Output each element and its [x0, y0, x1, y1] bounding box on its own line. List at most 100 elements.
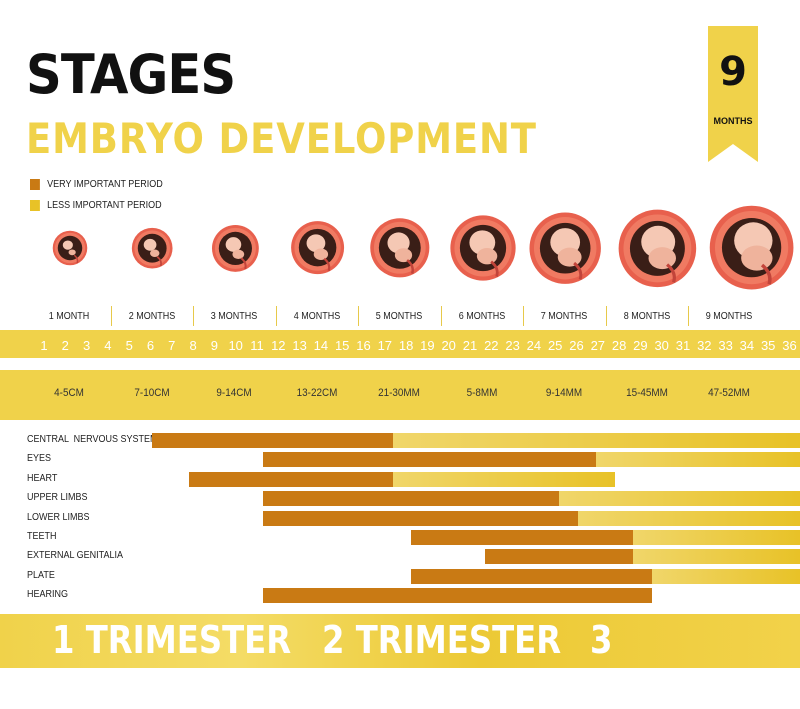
week-number: 8	[189, 338, 197, 353]
system-label: HEARING	[27, 589, 69, 601]
embryo-illustration	[449, 215, 516, 281]
bar-less-important	[392, 471, 615, 487]
trimester-1-label: 1 TRIMESTER	[52, 618, 292, 662]
month-label: 7 MONTHS	[540, 311, 588, 322]
month-separator	[688, 306, 689, 326]
week-number: 26	[569, 338, 584, 353]
size-label: 7-10CM	[133, 387, 170, 399]
bar-very-important	[263, 510, 578, 526]
week-number: 5	[125, 338, 133, 353]
week-number: 18	[398, 338, 414, 353]
week-number: 16	[356, 338, 371, 353]
week-number: 22	[484, 338, 499, 353]
week-number: 35	[760, 338, 776, 353]
legend-swatch-very-important	[30, 179, 40, 190]
system-label: PLATE	[27, 569, 55, 581]
bar-less-important	[577, 510, 800, 526]
week-number: 33	[718, 338, 733, 353]
month-label: 2 MONTHS	[128, 311, 175, 322]
bar-very-important	[263, 452, 597, 468]
embryo-illustration	[211, 224, 259, 272]
embryo-illustration	[710, 206, 794, 290]
sizes-band	[0, 370, 800, 420]
week-number: 13	[292, 338, 307, 353]
system-label: UPPER LIMBS	[27, 492, 88, 504]
legend-label-less-important: LESS IMPORTANT PERIOD	[47, 200, 162, 211]
bar-less-important	[559, 491, 800, 507]
month-label: 1 MONTH	[48, 311, 90, 322]
month-label: 8 MONTHS	[623, 311, 670, 322]
month-label: 5 MONTHS	[375, 311, 423, 322]
months-badge: 9 MONTHS	[708, 26, 758, 162]
embryo-illustration	[290, 221, 344, 275]
bar-very-important	[485, 549, 634, 565]
system-label: CENTRAL NERVOUS SYSTEM	[27, 434, 158, 445]
page-subtitle: EMBRYO DEVELOPMENT	[26, 114, 537, 163]
legend-item-very-important: VERY IMPORTANT PERIOD	[30, 179, 163, 190]
week-number: 30	[654, 338, 669, 353]
embryo-illustration	[132, 227, 173, 269]
months-badge-value: 9	[719, 49, 747, 95]
bar-less-important	[392, 433, 800, 448]
size-label: 15-45MM	[625, 387, 668, 399]
embryo-illustration	[618, 209, 697, 287]
week-number: 15	[334, 338, 350, 353]
size-label: 9-14CM	[216, 387, 252, 399]
ribbon-shape	[708, 26, 758, 162]
legend-item-less-important: LESS IMPORTANT PERIOD	[30, 200, 162, 211]
month-label: 6 MONTHS	[458, 311, 505, 322]
week-number: 7	[168, 338, 176, 353]
week-number: 23	[505, 338, 520, 353]
system-label: LOWER LIMBS	[27, 511, 90, 523]
week-number: 12	[271, 338, 286, 353]
week-number: 32	[697, 338, 712, 353]
trimester-2-label: 2 TRIMESTER	[322, 618, 562, 662]
week-number: 3	[82, 338, 91, 353]
bar-less-important	[651, 568, 800, 584]
month-separator	[523, 306, 524, 326]
trimester-3-label: 3 TRIMESTER	[590, 618, 796, 708]
week-number: 9	[210, 338, 218, 353]
system-label: EXTERNAL GENITALIA	[27, 550, 124, 562]
week-number: 20	[441, 338, 456, 353]
page-title: STAGES	[26, 43, 236, 106]
legend-label-very-important: VERY IMPORTANT PERIOD	[47, 179, 163, 190]
bar-less-important	[596, 452, 800, 468]
week-number: 14	[313, 338, 329, 353]
system-label: HEART	[27, 472, 58, 484]
month-label: 4 MONTHS	[293, 311, 340, 322]
bar-very-important	[411, 530, 634, 545]
bar-less-important	[633, 530, 800, 545]
week-number: 21	[462, 338, 478, 353]
size-label: 47-52MM	[708, 387, 750, 399]
month-label: 3 MONTHS	[210, 311, 258, 322]
system-label: EYES	[27, 453, 52, 465]
week-number: 17	[377, 338, 393, 353]
size-label: 4-5CM	[54, 387, 84, 399]
size-label: 21-30MM	[378, 387, 420, 399]
size-label: 5-8MM	[466, 387, 497, 399]
embryo-illustration	[529, 212, 601, 284]
week-number: 29	[633, 338, 648, 353]
month-separator	[605, 306, 607, 326]
week-number: 27	[590, 338, 606, 353]
week-number: 24	[526, 338, 542, 353]
month-separator	[193, 306, 194, 326]
system-label: TEETH	[27, 531, 57, 542]
size-label: 9-14MM	[545, 387, 583, 399]
week-number: 1	[40, 338, 48, 353]
week-number: 10	[228, 338, 243, 353]
bar-very-important	[263, 491, 560, 507]
week-number: 6	[146, 338, 155, 353]
week-number: 11	[250, 338, 264, 353]
trimester-band	[0, 614, 800, 668]
week-number: 28	[611, 338, 627, 353]
month-separator	[110, 306, 112, 326]
embryo-illustration	[370, 218, 430, 278]
month-separator	[358, 306, 359, 326]
bar-less-important	[633, 549, 800, 565]
week-number: 31	[675, 338, 691, 353]
bar-very-important	[411, 568, 652, 584]
size-label: 13-22CM	[296, 387, 337, 399]
week-number: 36	[782, 338, 797, 353]
